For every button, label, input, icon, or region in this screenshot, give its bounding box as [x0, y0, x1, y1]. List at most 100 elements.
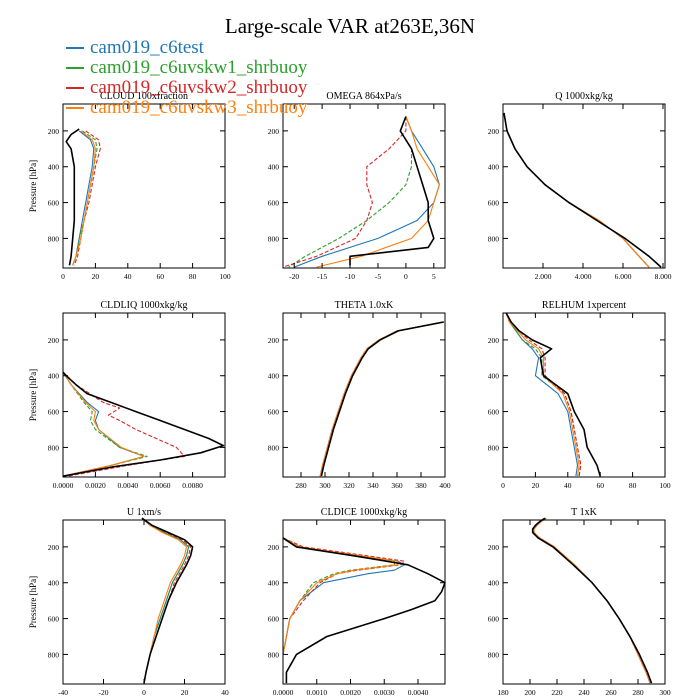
y-tick-label: 400	[268, 579, 280, 588]
panel-title: OMEGA 864xPa/s	[326, 91, 401, 102]
x-tick-label: 240	[578, 688, 590, 697]
x-tick-label: 220	[551, 688, 563, 697]
series-line-1	[62, 371, 145, 477]
y-tick-label: 400	[268, 163, 280, 172]
x-tick-label: 80	[189, 272, 197, 281]
x-tick-label: 20	[181, 688, 189, 697]
series-line-3	[505, 312, 582, 477]
series-line-5	[505, 312, 601, 477]
x-tick-label: 100	[219, 272, 231, 281]
plot-frame	[282, 312, 446, 478]
x-tick-label: 40	[564, 481, 572, 490]
series-line-3	[282, 537, 406, 655]
series-line-5	[282, 537, 446, 684]
y-tick-label: 800	[268, 443, 280, 452]
plot-frame	[62, 519, 226, 685]
x-tick-label: -20	[289, 272, 299, 281]
series-line-4	[533, 517, 651, 684]
x-tick-label: 0.0040	[117, 481, 138, 490]
y-tick-label: 400	[268, 372, 280, 381]
series-line-5	[62, 371, 225, 477]
panel-2: OMEGA 864xPa/s -20 -15 -10 -5 0 5 200 400 600 800	[268, 91, 446, 281]
panel-1: CLOUD 100xfraction 0 20 40 60 80 100 200 400 600 8…	[28, 91, 231, 281]
y-tick-label: 200	[268, 336, 280, 345]
panel-8: CLDICE 1000xkg/kg 0.0000 0.0010 0.0020 0.003…	[268, 507, 446, 697]
series-line-3	[282, 116, 407, 268]
x-tick-label: 0.0040	[408, 688, 429, 697]
x-tick-label: 400	[439, 481, 451, 490]
x-tick-label: 20	[92, 272, 100, 281]
series-line-1	[503, 112, 650, 268]
y-tick-label: 200	[48, 336, 60, 345]
series-line-4	[62, 371, 145, 477]
x-tick-label: 0.0010	[306, 688, 327, 697]
x-tick-label: 380	[415, 481, 427, 490]
panel-4: CLDLIQ 1000xkg/kg 0.0000 0.0020 0.0040 0.006…	[28, 300, 226, 490]
panel-3: Q 1000xkg/kg 2.000 4.000 6.000 8.000 200 400 60…	[488, 91, 672, 281]
x-tick-label: 6.000	[615, 272, 632, 281]
series-line-3	[533, 517, 651, 684]
x-tick-label: 0	[501, 481, 505, 490]
y-tick-label: 200	[48, 127, 60, 136]
x-tick-label: 200	[524, 688, 536, 697]
legend-swatch-1	[66, 47, 84, 49]
y-tick-label: 200	[488, 127, 500, 136]
series-line-4	[72, 130, 96, 266]
x-tick-label: 40	[221, 688, 229, 697]
panel-title: THETA 1.0xK	[335, 300, 394, 311]
series-line-2	[319, 321, 443, 477]
legend-item-1: cam019_c6test	[66, 37, 307, 58]
series-line-5	[531, 517, 653, 684]
y-tick-label: 400	[488, 163, 500, 172]
series-line-5	[141, 517, 194, 684]
x-tick-label: 0	[61, 272, 65, 281]
x-tick-label: 0.0030	[374, 688, 395, 697]
y-tick-label: 400	[48, 579, 60, 588]
y-tick-label: 800	[488, 443, 500, 452]
x-tick-label: 360	[391, 481, 403, 490]
plot-frame	[62, 312, 226, 478]
x-tick-label: 20	[532, 481, 540, 490]
series-line-1	[505, 312, 579, 477]
x-tick-label: 0	[404, 272, 408, 281]
figure-title: Large-scale VAR at263E,36N	[224, 14, 476, 38]
series-line-2	[282, 537, 395, 655]
y-tick-label: 800	[48, 443, 60, 452]
y-axis-label: Pressure [hPa]	[28, 576, 38, 628]
y-tick-label: 600	[488, 408, 500, 417]
x-tick-label: 5	[432, 272, 436, 281]
y-tick-label: 600	[488, 199, 500, 208]
y-tick-label: 400	[48, 372, 60, 381]
x-tick-label: 320	[343, 481, 355, 490]
panel-title: CLDLIQ 1000xkg/kg	[101, 300, 188, 311]
panel-6: RELHUM 1xpercent 0 20 40 60 80 100 200 400 600 800	[488, 300, 671, 490]
x-tick-label: -15	[317, 272, 327, 281]
series-line-1	[533, 517, 651, 684]
legend-swatch-2	[66, 67, 84, 69]
x-tick-label: 40	[124, 272, 132, 281]
y-tick-label: 600	[268, 199, 280, 208]
y-tick-label: 200	[268, 543, 280, 552]
y-tick-label: 400	[488, 372, 500, 381]
series-line-5	[65, 128, 80, 266]
panel-title: U 1xm/s	[127, 507, 161, 518]
x-tick-label: 2.000	[535, 272, 552, 281]
x-tick-label: 60	[596, 481, 604, 490]
x-tick-label: 100	[659, 481, 671, 490]
legend-label-1: cam019_c6test	[90, 37, 204, 58]
panel-7: U 1xm/s -40 -20 0 20 40 200 400 600 800 Pressure […	[28, 507, 229, 697]
y-tick-label: 400	[488, 579, 500, 588]
panel-title: Q 1000xkg/kg	[555, 91, 613, 102]
x-tick-label: 280	[295, 481, 307, 490]
x-tick-label: 280	[632, 688, 644, 697]
legend-item-2: cam019_c6uvskw1_shrbuoy	[66, 57, 307, 78]
y-tick-label: 800	[268, 650, 280, 659]
x-tick-label: 8.000	[655, 272, 672, 281]
legend-item-3: cam019_c6uvskw2_shrbuoy	[66, 77, 307, 98]
panel-5: THETA 1.0xK 280 300 320 340 360 380 400 200 400 60…	[268, 300, 451, 490]
y-tick-label: 600	[268, 615, 280, 624]
series-line-2	[505, 312, 582, 477]
panel-title: CLDICE 1000xkg/kg	[321, 507, 407, 518]
legend-swatch-4	[66, 107, 84, 109]
